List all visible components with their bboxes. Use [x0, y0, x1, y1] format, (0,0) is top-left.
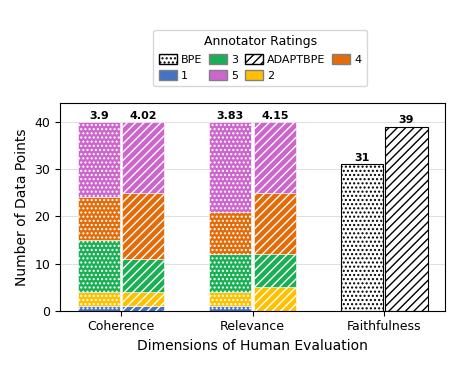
Bar: [122, 306, 164, 311]
Text: 3.9: 3.9: [89, 110, 108, 120]
Bar: [122, 292, 164, 306]
Bar: [209, 254, 251, 292]
Text: 4.02: 4.02: [129, 110, 157, 120]
Legend: BPE, 1, 3, 5, ADAPTBPE, 2, 4: BPE, 1, 3, 5, ADAPTBPE, 2, 4: [153, 30, 366, 86]
Bar: [78, 122, 119, 198]
Bar: [253, 122, 295, 193]
Bar: [78, 306, 119, 311]
Text: 39: 39: [398, 115, 413, 125]
Bar: [209, 122, 251, 212]
Bar: [209, 306, 251, 311]
Bar: [78, 292, 119, 306]
Bar: [253, 193, 295, 254]
Bar: [78, 240, 119, 292]
Bar: [340, 164, 382, 311]
Bar: [122, 259, 164, 292]
Text: 3.83: 3.83: [216, 110, 243, 120]
Bar: [78, 198, 119, 240]
Bar: [253, 287, 295, 311]
X-axis label: Dimensions of Human Evaluation: Dimensions of Human Evaluation: [137, 339, 367, 353]
Bar: [122, 193, 164, 259]
Bar: [122, 122, 164, 193]
Text: 31: 31: [353, 153, 369, 163]
Text: 4.15: 4.15: [261, 110, 288, 120]
Bar: [209, 292, 251, 306]
Bar: [209, 212, 251, 254]
Bar: [253, 254, 295, 287]
Y-axis label: Number of Data Points: Number of Data Points: [15, 128, 29, 286]
Bar: [385, 127, 426, 311]
